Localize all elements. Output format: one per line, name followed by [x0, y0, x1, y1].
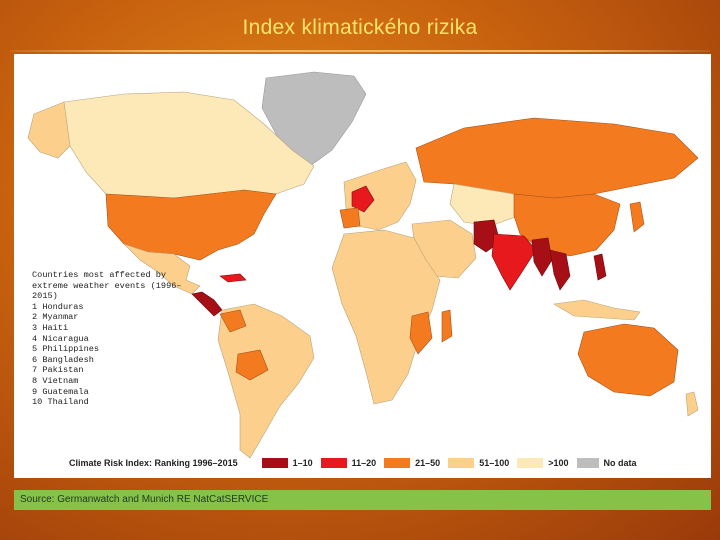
region-iberia [339, 207, 361, 229]
region-france [351, 185, 375, 213]
map-panel: Countries most affected by extreme weath… [14, 54, 711, 478]
region-east-africa [409, 311, 433, 355]
region-southeast-asia [549, 249, 571, 291]
legend-swatch-1-10 [261, 458, 288, 468]
legend-label-over-100: >100 [548, 458, 569, 468]
legend-swatch-no-data [576, 458, 599, 468]
legend-item-1-10: 1–10 [261, 458, 313, 468]
legend-item-51-100: 51–100 [448, 458, 509, 468]
country-rank-9: 9 Guatemala [32, 386, 89, 397]
legend-label-21-50: 21–50 [415, 458, 441, 468]
legend-label-1-10: 1–10 [292, 458, 313, 468]
country-rank-2: 2 Myanmar [32, 312, 79, 323]
legend-swatch-11-20 [320, 458, 347, 468]
country-rank-5: 5 Philippines [32, 344, 100, 355]
legend-swatch-51-100 [448, 458, 475, 468]
region-africa [331, 229, 441, 405]
region-india [491, 233, 537, 291]
country-rank-3: 3 Haiti [32, 322, 69, 333]
region-australia [577, 323, 679, 397]
legend-label-no-data: No data [603, 458, 637, 468]
region-philippines [593, 253, 607, 281]
legend-label-11-20: 11–20 [351, 458, 377, 468]
legend-item-over-100: >100 [517, 458, 569, 468]
region-new-zealand [685, 391, 699, 417]
country-rank-7: 7 Pakistan [32, 365, 84, 376]
region-madagascar [441, 309, 453, 343]
region-mexico [123, 243, 201, 295]
region-japan [629, 201, 645, 233]
legend-item-21-50: 21–50 [384, 458, 440, 468]
region-bangladesh-myanmar [531, 237, 553, 277]
legend-item-11-20: 11–20 [320, 458, 377, 468]
country-rank-10: 10 Thailand [32, 397, 89, 408]
legend: Climate Risk Index: Ranking 1996–2015 1–… [69, 456, 645, 470]
title-divider [10, 50, 710, 52]
region-greenland [261, 71, 367, 167]
region-colombia [219, 309, 247, 333]
legend-swatch-over-100 [517, 458, 544, 468]
legend-swatch-21-50 [384, 458, 411, 468]
region-bolivia [235, 349, 269, 381]
slide-title: Index klimatického rizika [242, 16, 478, 39]
region-indonesia [553, 299, 641, 321]
region-central-america [191, 291, 223, 317]
region-alaska [27, 101, 71, 159]
region-caribbean [219, 273, 247, 283]
country-rank-6: 6 Bangladesh [32, 354, 94, 365]
country-rank-8: 8 Vietnam [32, 375, 79, 386]
countries-heading: Countries most affected by extreme weath… [32, 270, 182, 302]
region-south-america [217, 303, 315, 459]
legend-label-51-100: 51–100 [479, 458, 510, 468]
legend-title: Climate Risk Index: Ranking 1996–2015 [69, 458, 238, 468]
world-map [27, 71, 699, 459]
countries-list: Countries most affected by extreme weath… [32, 270, 192, 408]
country-rank-4: 4 Nicaragua [32, 333, 89, 344]
legend-item-no-data: No data [576, 458, 637, 468]
country-rank-1: 1 Honduras [32, 301, 84, 312]
source-bar: Source: Germanwatch and Munich RE NatCat… [14, 490, 711, 510]
